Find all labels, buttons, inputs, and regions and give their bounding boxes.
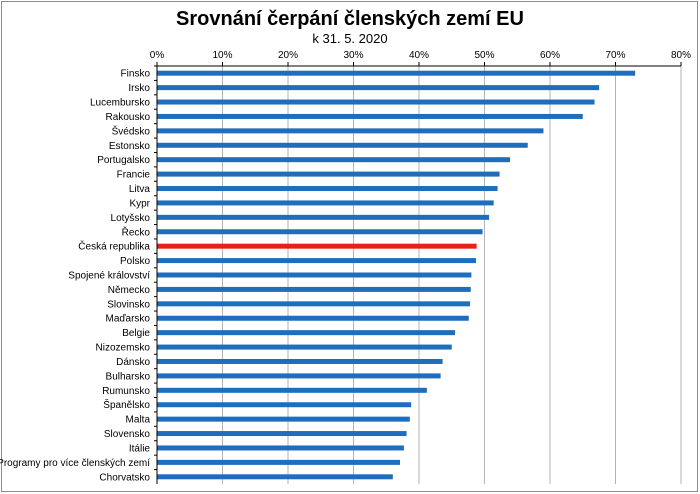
category-label: Švédsko [112, 124, 151, 137]
x-tick-label: 20% [278, 50, 298, 61]
x-tick-label: 10% [212, 50, 232, 61]
bar [157, 113, 583, 119]
bar [157, 99, 595, 105]
bar [157, 171, 500, 177]
category-label: Portugalsko [97, 155, 150, 166]
category-label: Belgie [122, 328, 150, 339]
category-label: Kypr [129, 198, 150, 209]
category-label: Chorvatsko [99, 472, 150, 483]
bar [157, 286, 471, 292]
chart-title: Srovnání čerpání členských zemí EU [176, 8, 524, 30]
bar [157, 344, 452, 350]
category-label: Maďarsko [106, 314, 151, 325]
category-label: Lotyšsko [111, 213, 151, 224]
category-label: Dánsko [116, 357, 150, 368]
category-label: Polsko [120, 256, 150, 267]
x-axis-tick-labels: 0% 10% 20% 30% 40% 50% 60% 70% 80% [150, 50, 691, 61]
category-label: Slovensko [104, 429, 151, 440]
bar [157, 128, 544, 134]
category-label: Česká republika [78, 240, 150, 253]
x-tick-label: 0% [150, 50, 165, 61]
bar [157, 301, 471, 307]
bar [157, 272, 472, 278]
category-label: Řecko [122, 225, 151, 238]
bar [157, 358, 443, 364]
category-label: Španělsko [103, 398, 150, 411]
category-label: Finsko [121, 69, 151, 80]
bar [157, 459, 401, 465]
bar [157, 431, 407, 437]
category-label: Rumunsko [102, 386, 150, 397]
category-label: Spojené království [68, 271, 150, 282]
x-tick-label: 30% [343, 50, 363, 61]
bar [157, 416, 410, 422]
category-label: Francie [117, 170, 151, 181]
category-label: Programy pro více členských zemí [0, 458, 150, 469]
category-label: Estonsko [109, 141, 151, 152]
category-label: Slovinsko [107, 299, 150, 310]
bar [157, 214, 490, 220]
category-label: Bulharsko [106, 371, 151, 382]
category-label: Irsko [128, 83, 150, 94]
x-tick-label: 80% [671, 50, 691, 61]
bar [157, 315, 469, 321]
bar [157, 402, 412, 408]
bar [157, 70, 636, 76]
bar [157, 474, 393, 480]
category-label: Německo [108, 285, 151, 296]
x-tick-label: 40% [409, 50, 429, 61]
bar [157, 200, 494, 206]
chart-subtitle: k 31. 5. 2020 [312, 31, 388, 46]
category-label: Itálie [129, 443, 151, 454]
category-label: Nizozemsko [96, 343, 151, 354]
bar [157, 186, 498, 192]
category-label: Malta [126, 415, 151, 426]
x-tick-label: 70% [605, 50, 625, 61]
bar [157, 85, 600, 91]
bar [157, 157, 511, 163]
category-label: Litva [129, 184, 151, 195]
x-tick-label: 60% [540, 50, 560, 61]
bars [154, 65, 636, 480]
category-label: Lucembursko [90, 98, 150, 109]
x-tick-label: 50% [474, 50, 494, 61]
bar [157, 229, 483, 235]
bar [157, 243, 477, 249]
bar [157, 258, 476, 264]
bar [157, 373, 441, 379]
bar [157, 142, 528, 148]
bar [157, 330, 456, 336]
category-label: Rakousko [106, 112, 151, 123]
bar [157, 445, 404, 451]
bar [157, 387, 427, 393]
